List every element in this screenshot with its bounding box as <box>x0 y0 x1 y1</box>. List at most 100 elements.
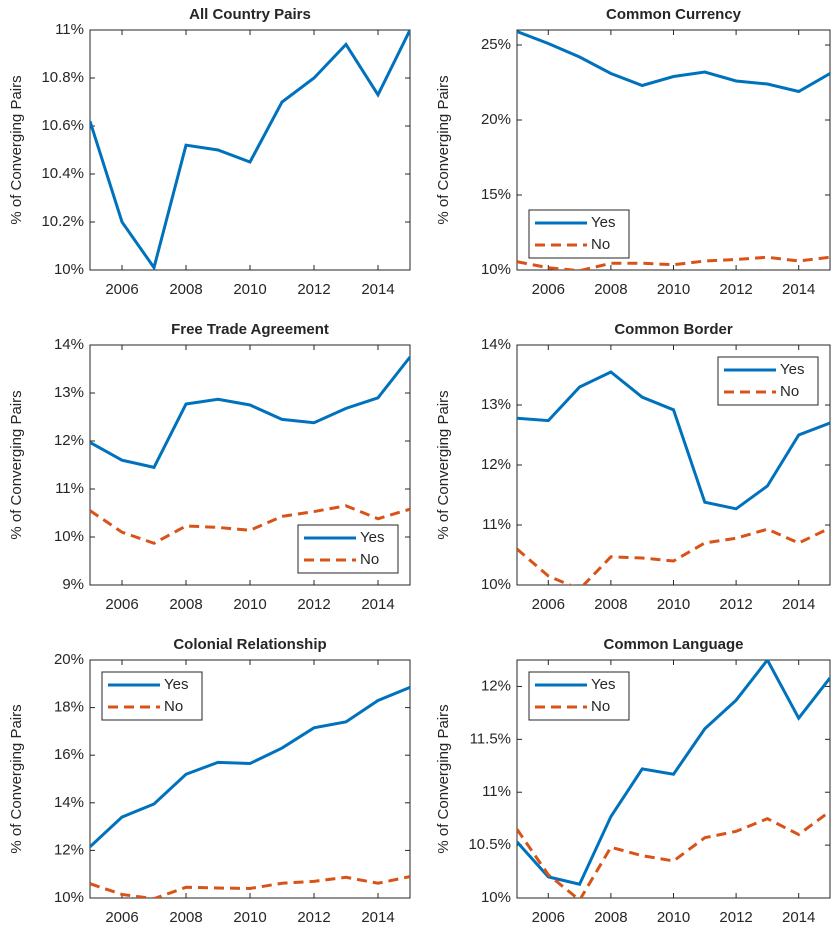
y-tick-label: 10% <box>54 261 84 278</box>
legend-box <box>717 356 819 406</box>
y-axis-label: % of Converging Pairs <box>435 75 452 224</box>
x-tick-label: 2014 <box>782 596 815 613</box>
x-tick-label: 2010 <box>233 281 266 298</box>
legend-label: Yes <box>360 529 384 546</box>
legend-label: Yes <box>591 214 615 231</box>
y-tick-label: 18% <box>54 699 84 716</box>
y-axis-label: % of Converging Pairs <box>435 390 452 539</box>
x-tick-label: 2014 <box>361 909 394 926</box>
series-line <box>90 356 410 470</box>
legend-label: Yes <box>164 676 188 693</box>
legend-box <box>528 671 630 721</box>
panel: Colonial Relationship % of Converging Pai… <box>8 636 411 926</box>
y-tick-label: 10% <box>54 889 84 906</box>
y-tick-label: 10.2% <box>41 213 84 230</box>
y-tick-label: 11.5% <box>470 730 511 747</box>
y-axis-label: % of Converging Pairs <box>8 75 25 224</box>
y-axis-label: % of Converging Pairs <box>8 390 25 539</box>
x-tick-label: 2010 <box>233 909 266 926</box>
y-tick-label: 20% <box>481 111 511 128</box>
x-tick-label: 2010 <box>233 596 266 613</box>
series-line <box>517 810 830 898</box>
panel: Common Border % of Converging Pairs 10% 11%… <box>435 321 831 613</box>
x-tick-label: 2014 <box>782 909 815 926</box>
x-tick-label: 2008 <box>169 909 202 926</box>
x-tick-label: 2010 <box>657 909 690 926</box>
x-tick-label: 2012 <box>719 281 752 298</box>
series-line <box>90 30 410 270</box>
x-tick-label: 2008 <box>594 596 627 613</box>
x-tick-label: 2012 <box>719 596 752 613</box>
series-line <box>517 660 830 886</box>
x-tick-label: 2006 <box>532 909 565 926</box>
y-tick-label: 10.8% <box>41 69 84 86</box>
x-tick-label: 2014 <box>361 281 394 298</box>
x-tick-label: 2012 <box>297 281 330 298</box>
y-tick-label: 20% <box>54 651 84 668</box>
y-tick-label: 25% <box>481 36 511 53</box>
x-tick-label: 2012 <box>719 909 752 926</box>
y-axis-label: % of Converging Pairs <box>435 704 452 853</box>
legend-label: No <box>591 236 610 253</box>
plot-area <box>89 29 411 271</box>
y-tick-label: 11% <box>482 516 511 533</box>
y-tick-label: 16% <box>54 746 84 763</box>
x-tick-label: 2008 <box>594 909 627 926</box>
x-tick-label: 2014 <box>361 596 394 613</box>
chart-title: Colonial Relationship <box>173 636 326 653</box>
x-tick-label: 2006 <box>532 281 565 298</box>
y-tick-label: 10% <box>54 528 84 545</box>
panel: Common Language % of Converging Pairs 10% 1… <box>435 636 831 926</box>
legend-label: No <box>780 383 799 400</box>
legend-box <box>297 524 399 574</box>
legend-label: No <box>591 698 610 715</box>
legend-label: Yes <box>591 676 615 693</box>
y-tick-label: 10.4% <box>41 165 84 182</box>
y-tick-label: 12% <box>54 841 84 858</box>
panel: Free Trade Agreement % of Converging Pair… <box>8 321 411 613</box>
y-tick-label: 11% <box>55 480 84 497</box>
x-tick-label: 2006 <box>105 281 138 298</box>
y-tick-label: 11% <box>482 783 511 800</box>
y-tick-label: 10% <box>481 576 511 593</box>
series-line <box>90 875 410 898</box>
y-tick-label: 13% <box>481 396 511 413</box>
x-tick-label: 2006 <box>532 596 565 613</box>
x-tick-label: 2010 <box>657 281 690 298</box>
legend-label: No <box>360 551 379 568</box>
series-line <box>517 526 830 585</box>
y-tick-label: 9% <box>62 576 84 593</box>
series-line <box>90 685 410 848</box>
chart-title: All Country Pairs <box>189 6 311 23</box>
x-tick-label: 2008 <box>169 281 202 298</box>
x-tick-label: 2006 <box>105 909 138 926</box>
legend-box <box>101 671 203 721</box>
chart-title: Common Currency <box>606 6 742 23</box>
x-tick-label: 2010 <box>657 596 690 613</box>
y-tick-label: 10.6% <box>41 117 84 134</box>
chart-title: Free Trade Agreement <box>171 321 329 338</box>
y-tick-label: 10% <box>481 889 511 906</box>
y-tick-label: 12% <box>54 432 84 449</box>
y-tick-label: 10% <box>481 261 511 278</box>
y-axis-label: % of Converging Pairs <box>8 704 25 853</box>
legend-label: Yes <box>780 361 804 378</box>
y-tick-label: 10.5% <box>468 836 511 853</box>
y-tick-label: 14% <box>54 794 84 811</box>
panel: All Country Pairs % of Converging Pairs 10… <box>8 6 411 298</box>
chart-title: Common Language <box>603 636 743 653</box>
y-tick-label: 12% <box>481 456 511 473</box>
x-tick-label: 2012 <box>297 909 330 926</box>
y-tick-label: 14% <box>481 336 511 353</box>
legend-label: No <box>164 698 183 715</box>
y-tick-label: 14% <box>54 336 84 353</box>
series-line <box>517 255 830 270</box>
y-tick-label: 15% <box>481 186 511 203</box>
legend-box <box>528 209 630 259</box>
x-tick-label: 2012 <box>297 596 330 613</box>
panel: Common Currency % of Converging Pairs 10% 1… <box>435 6 831 298</box>
x-tick-label: 2008 <box>594 281 627 298</box>
x-tick-label: 2006 <box>105 596 138 613</box>
y-tick-label: 12% <box>481 677 511 694</box>
